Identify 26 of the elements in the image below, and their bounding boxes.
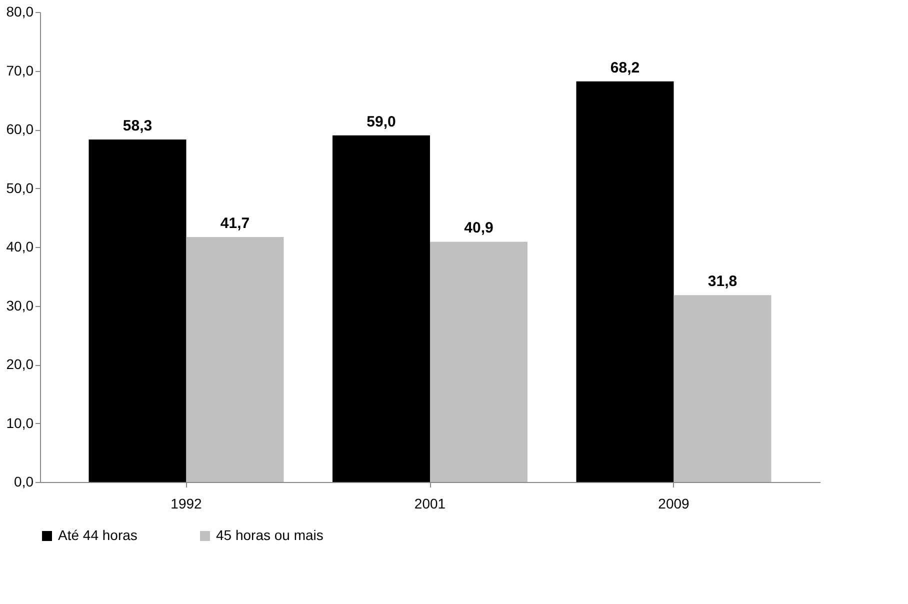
bar — [332, 135, 430, 482]
data-label: 40,9 — [464, 220, 494, 237]
y-tick-label: 30,0 — [6, 297, 34, 314]
legend-label: Até 44 horas — [58, 527, 138, 543]
y-tick-label: 80,0 — [6, 4, 34, 20]
y-tick-label: 40,0 — [6, 238, 34, 254]
y-tick-label: 50,0 — [6, 180, 34, 196]
x-tick-label: 2001 — [414, 496, 446, 512]
bar — [576, 81, 674, 482]
bar — [88, 139, 186, 482]
y-tick-label: 20,0 — [6, 356, 34, 372]
x-tick-label: 1992 — [170, 496, 202, 512]
y-tick-label: 70,0 — [6, 62, 34, 78]
bar — [430, 242, 528, 482]
bar — [186, 237, 284, 482]
data-label: 58,3 — [122, 117, 152, 134]
y-tick-label: 0,0 — [14, 474, 34, 490]
legend-label: 45 horas ou mais — [216, 527, 324, 543]
y-tick-label: 60,0 — [6, 121, 34, 137]
data-label: 59,0 — [366, 113, 396, 130]
x-tick-label: 2009 — [658, 496, 690, 512]
y-tick-label: 10,0 — [6, 414, 34, 431]
data-label: 68,2 — [610, 59, 640, 76]
bar — [674, 295, 772, 482]
data-label: 41,7 — [220, 215, 250, 232]
data-label: 31,8 — [708, 273, 738, 290]
